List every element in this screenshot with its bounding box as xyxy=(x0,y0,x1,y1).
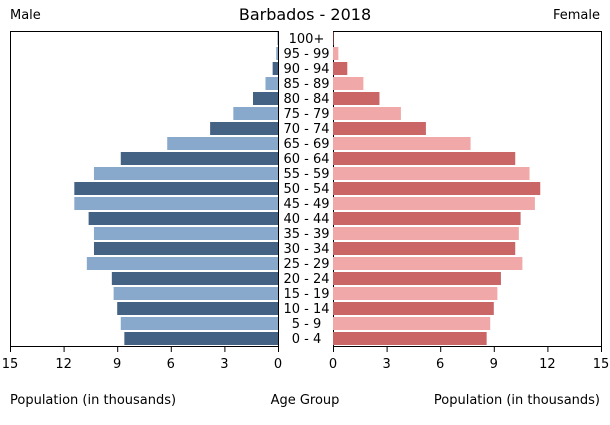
age-group-label: 35 - 39 xyxy=(283,227,329,242)
age-group-label: 15 - 19 xyxy=(283,287,329,302)
age-group-label: 90 - 94 xyxy=(283,62,329,77)
female-bar xyxy=(333,197,535,210)
age-group-label: 75 - 79 xyxy=(283,107,329,122)
female-x-tick-label: 12 xyxy=(539,357,556,372)
age-group-label: 0 - 4 xyxy=(292,332,322,347)
male-bar xyxy=(276,47,278,60)
male-bar xyxy=(167,137,278,150)
male-bar xyxy=(93,227,279,240)
age-group-label: 5 - 9 xyxy=(292,317,322,332)
x-axis-label-female: Population (in thousands) xyxy=(433,393,600,408)
age-group-axis-label: Age Group xyxy=(270,393,340,408)
male-x-tick-label: 15 xyxy=(2,357,19,372)
female-x-tick-label: 3 xyxy=(382,357,390,372)
male-bar xyxy=(252,92,278,105)
female-bar xyxy=(333,47,339,60)
female-bar xyxy=(333,137,471,150)
male-bar xyxy=(111,272,278,285)
male-x-tick-label: 3 xyxy=(220,357,228,372)
female-bar xyxy=(333,77,364,90)
female-bar xyxy=(333,167,530,180)
male-x-tick-label: 6 xyxy=(167,357,175,372)
female-bar xyxy=(333,272,501,285)
male-bar xyxy=(210,122,278,135)
male-bar xyxy=(113,287,278,300)
male-plot-frame xyxy=(10,31,279,347)
female-bar xyxy=(333,32,334,45)
female-x-tick-label: 15 xyxy=(593,357,610,372)
female-bar xyxy=(333,122,426,135)
age-group-label: 25 - 29 xyxy=(283,257,329,272)
female-bar xyxy=(333,257,523,270)
female-bar xyxy=(333,227,519,240)
male-bar xyxy=(272,62,278,75)
age-group-label: 85 - 89 xyxy=(283,77,329,92)
female-x-tick-label: 6 xyxy=(436,357,444,372)
age-group-label: 20 - 24 xyxy=(283,272,329,287)
female-bar xyxy=(333,92,380,105)
age-group-label: 65 - 69 xyxy=(283,137,329,152)
female-bar xyxy=(333,287,498,300)
age-group-label: 45 - 49 xyxy=(283,197,329,212)
male-x-tick-label: 9 xyxy=(113,357,121,372)
age-group-label: 30 - 34 xyxy=(283,242,329,257)
male-bar xyxy=(74,197,278,210)
age-group-label: 95 - 99 xyxy=(283,47,329,62)
male-bar xyxy=(265,77,278,90)
male-x-tick-label: 0 xyxy=(274,357,282,372)
male-bar xyxy=(120,317,278,330)
age-group-label: 55 - 59 xyxy=(283,167,329,182)
age-group-label: 70 - 74 xyxy=(283,122,329,137)
female-bar xyxy=(333,212,521,225)
x-axis-label-male: Population (in thousands) xyxy=(10,393,177,408)
male-bar xyxy=(88,212,278,225)
female-bar xyxy=(333,107,401,120)
male-x-tick-label: 12 xyxy=(55,357,72,372)
female-bar xyxy=(333,242,516,255)
male-bar xyxy=(93,167,279,180)
female-bar xyxy=(333,302,494,315)
male-bar xyxy=(233,107,278,120)
female-bar xyxy=(333,182,541,195)
male-side-label: Male xyxy=(10,8,41,23)
male-bar xyxy=(93,242,279,255)
female-bar xyxy=(333,332,487,345)
age-group-label: 100+ xyxy=(289,32,325,47)
male-bar xyxy=(74,182,278,195)
female-bar xyxy=(333,152,516,165)
female-side-label: Female xyxy=(552,8,600,23)
male-bar xyxy=(120,152,278,165)
male-bar xyxy=(86,257,279,270)
female-x-tick-label: 9 xyxy=(490,357,498,372)
age-group-label: 50 - 54 xyxy=(283,182,329,197)
male-bar xyxy=(117,302,278,315)
male-bar xyxy=(124,332,278,345)
female-bar xyxy=(333,317,491,330)
chart-title: Barbados - 2018 xyxy=(238,5,372,24)
age-group-label: 40 - 44 xyxy=(283,212,329,227)
age-group-label: 10 - 14 xyxy=(283,302,329,317)
female-x-tick-label: 0 xyxy=(329,357,337,372)
age-group-label: 80 - 84 xyxy=(283,92,329,107)
age-group-label: 60 - 64 xyxy=(283,152,329,167)
female-bar xyxy=(333,62,348,75)
